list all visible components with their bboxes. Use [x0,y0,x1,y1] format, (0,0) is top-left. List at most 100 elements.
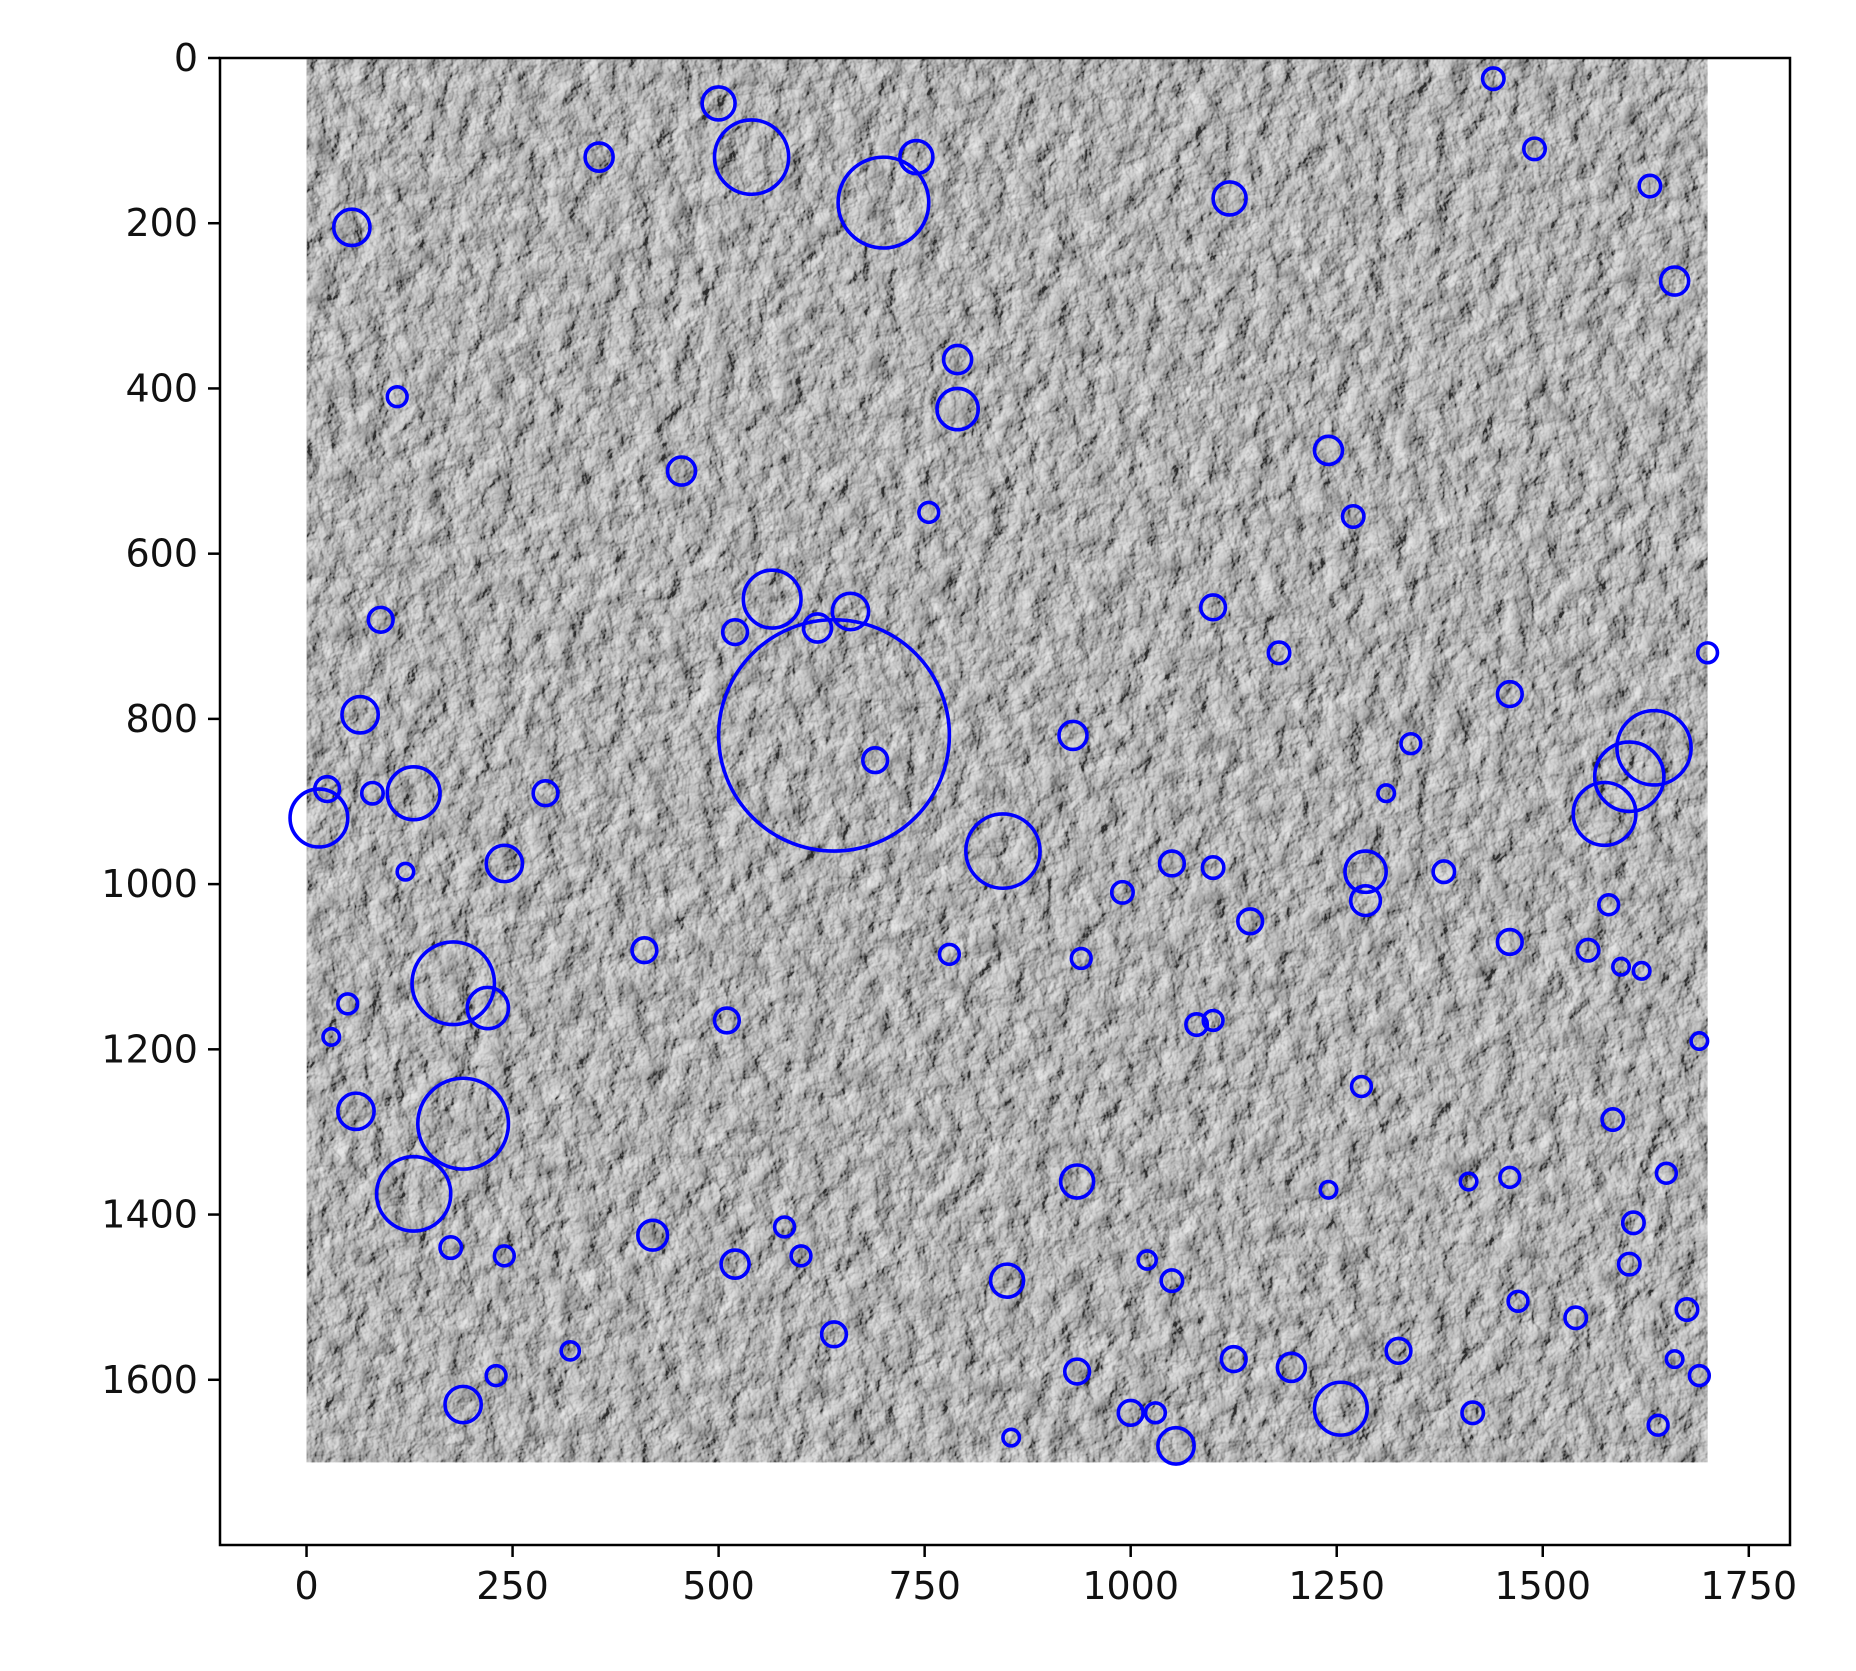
crater-circle [1695,641,1720,665]
crater-circle [359,780,385,806]
crater-circle [321,1026,342,1048]
crater-circle [1116,1398,1145,1428]
crater-circle [1654,1161,1679,1185]
y-tick-label: 1600 [101,1358,198,1402]
axes-frame [218,56,1792,1547]
crater-circle [1658,265,1691,297]
crater-circle [1575,937,1601,963]
crater-circle [374,1154,453,1233]
crater-circle [1615,708,1693,787]
crater-circle [1674,1297,1700,1323]
crater-circle [1596,893,1621,917]
crater-circle [385,384,409,409]
x-tick-label: 1000 [1082,1564,1179,1608]
crater-circle [1431,859,1457,885]
crater-circle [288,787,350,849]
crater-circle [1458,1171,1479,1192]
crater-circle [741,568,803,630]
crater-circle [1109,879,1135,905]
crater-circle [941,343,974,376]
crater-circle [917,500,941,525]
crater-circle [1349,1074,1374,1099]
crater-circle [531,779,560,808]
crater-circle [1184,1012,1210,1038]
crater-circle [484,843,525,884]
y-tick-label: 1400 [101,1193,198,1237]
crater-circle [410,940,497,1027]
crater-circle [312,774,342,804]
crater-circle [1200,855,1226,881]
crater-circle [720,617,750,647]
crater-circle [636,1218,670,1252]
crater-circle [819,1320,849,1349]
crater-circle [861,746,890,775]
crater-circle [438,1235,464,1261]
crater-circle [1062,1357,1092,1386]
x-tick-label: 250 [476,1564,549,1608]
crater-circle [1236,907,1265,936]
crater-circle [1689,1031,1710,1052]
crater-circle [385,765,442,822]
crater-circle [1219,1344,1248,1374]
y-axis: 0 200 400 600 800 1000 1200 1400 1600 [101,36,220,1402]
crater-circle [937,942,962,967]
y-tick-label: 800 [125,697,198,741]
crater-circle [1563,1305,1589,1331]
crater-circle [1211,180,1248,217]
crater-circle [1646,1413,1670,1437]
crater-circle [484,1363,508,1388]
crater-circle [712,118,791,197]
crater-circle [1001,1427,1022,1448]
crater-circle [583,141,615,173]
crater-circle [1506,1289,1530,1314]
crater-circle [1143,1401,1168,1425]
crater-circle [1058,1163,1096,1200]
crater-circle [1340,503,1366,530]
crater-circle [712,1006,742,1035]
y-tick-label: 200 [125,201,198,245]
crater-circle [1631,960,1652,981]
y-tick-label: 400 [125,366,198,410]
crater-circle [1159,1268,1185,1294]
x-tick-label: 1250 [1288,1564,1385,1608]
crater-circle [340,694,381,735]
x-axis: 0 250 500 750 1000 1250 1500 1750 [294,1545,1797,1608]
crater-circle [801,612,834,644]
crater-circle [1498,1165,1522,1190]
crater-circle [1687,1363,1712,1388]
crater-circle [443,1384,484,1425]
crater-circle [988,1262,1026,1299]
y-tick-label: 1200 [101,1027,198,1071]
crater-circle [492,1244,517,1268]
crater-circle [1312,434,1345,467]
crater-circle [336,1091,376,1132]
crater-circle [1592,740,1666,814]
crater-circle [1664,1349,1685,1370]
crater-circle [719,1248,751,1280]
crater-circle [415,1076,511,1171]
crater-circle [1201,1008,1225,1033]
crater-circle [1399,731,1423,756]
crater-circle [830,591,871,632]
crater-circle [1376,783,1397,804]
crater-circle [331,207,372,248]
crater-markers [288,66,1720,1466]
crater-circle [1600,1107,1626,1133]
x-tick-label: 750 [888,1564,961,1608]
crater-circle [366,605,395,634]
crater-circle [898,138,935,176]
x-tick-label: 1500 [1494,1564,1591,1608]
crater-circle [559,1339,582,1362]
crater-circle [1156,1425,1196,1466]
crater-circle [964,812,1042,891]
crater-circle [1616,1251,1642,1277]
crater-circle [1157,849,1187,878]
crater-circle [1571,780,1638,848]
crater-circle [1343,849,1388,895]
crater-circle [1198,593,1228,622]
crater-circle [1620,1210,1646,1236]
crater-circle [1348,883,1383,918]
crater-circle [772,1215,797,1239]
crater-circle [1312,1380,1370,1437]
